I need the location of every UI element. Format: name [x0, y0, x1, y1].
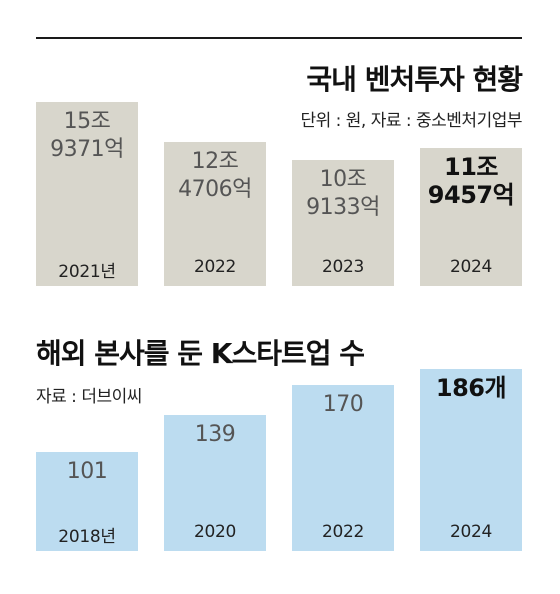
chart2-category-label: 2018년: [58, 527, 116, 547]
chart1-bar-2: [292, 160, 394, 286]
chart1-value-label: 9457억: [427, 181, 515, 209]
chart2-bar-2: [292, 385, 394, 551]
chart2-bar-3: [420, 369, 522, 551]
chart2-title: 해외 본사를 둔 K스타트업 수: [36, 337, 365, 370]
top-rule: [36, 37, 522, 39]
chart1-value-label: 9371억: [50, 137, 124, 162]
chart2-bar-0: [36, 452, 138, 551]
chart1-title: 국내 벤처투자 현황: [306, 63, 523, 96]
chart1-value-label: 15조: [63, 109, 111, 134]
chart2-category-label: 2022: [321, 522, 365, 542]
chart2-subtitle: 자료 : 더브이씨: [36, 387, 142, 407]
chart1-value-label: 11조: [444, 153, 498, 181]
chart2-value-label: 186개: [435, 374, 507, 402]
chart1-category-label: 2021년: [58, 262, 116, 282]
chart1-value-label: 4706억: [178, 177, 252, 202]
chart1-value-label: 12조: [191, 149, 239, 174]
chart2-category-label: 2020: [193, 522, 237, 542]
chart1-bar-0: [36, 102, 138, 286]
chart1-category-label: 2022: [193, 257, 237, 277]
chart1-category-label: 2024: [449, 257, 493, 277]
chart1-bar-1: [164, 142, 266, 286]
chart1-value-label: 9133억: [306, 195, 380, 220]
chart1-value-label: 10조: [319, 167, 367, 192]
chart2-value-label: 101: [66, 459, 108, 484]
chart2-category-label: 2024: [449, 522, 493, 542]
chart1-bar-3: [420, 148, 522, 286]
chart1-category-label: 2023: [321, 257, 365, 277]
chart2-bar-1: [164, 415, 266, 551]
chart2-value-label: 170: [322, 392, 364, 417]
chart2-value-label: 139: [194, 422, 236, 447]
chart1-subtitle: 단위 : 원, 자료 : 중소벤처기업부: [300, 111, 522, 131]
